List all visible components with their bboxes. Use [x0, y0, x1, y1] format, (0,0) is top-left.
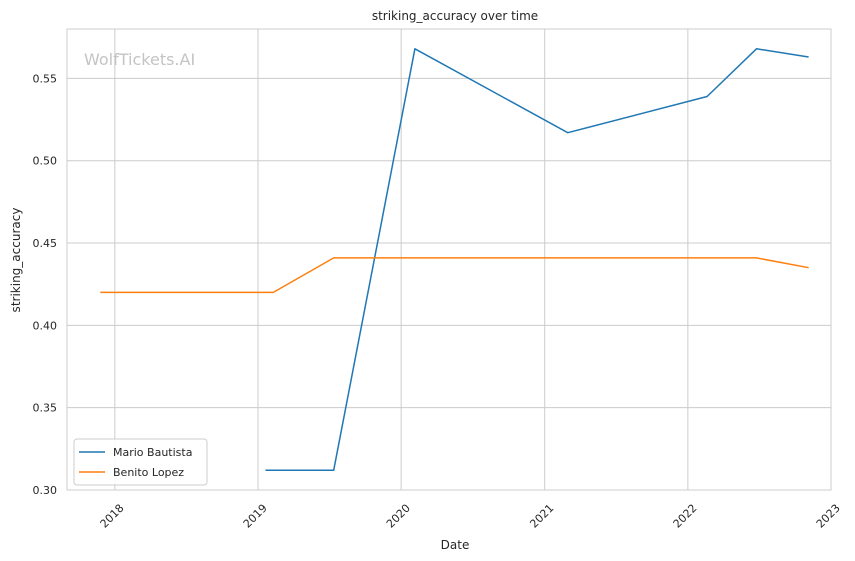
y-tick-label: 0.50: [33, 155, 58, 168]
plot-frame: [66, 28, 832, 491]
y-axis-ticks: 0.30 0.35 0.40 0.45 0.50 0.55: [33, 72, 58, 497]
legend: Mario Bautista Benito Lopez: [73, 438, 208, 486]
series-line-mario-bautista: [265, 48, 809, 471]
watermark: WolfTickets.AI: [84, 50, 195, 69]
x-tick-label: 2020: [384, 502, 413, 531]
series-line-benito-lopez: [100, 257, 809, 294]
chart-title: striking_accuracy over time: [372, 9, 538, 23]
x-axis-label: Date: [441, 538, 470, 552]
x-tick-label: 2023: [814, 502, 843, 531]
y-tick-label: 0.40: [33, 319, 58, 332]
y-tick-label: 0.55: [33, 72, 58, 85]
plot-area: [67, 29, 831, 490]
legend-box: [73, 438, 208, 486]
x-tick-label: 2018: [98, 502, 127, 531]
y-tick-label: 0.45: [33, 237, 58, 250]
y-axis-label: striking_accuracy: [9, 208, 23, 313]
legend-label: Benito Lopez: [113, 466, 184, 479]
series-lines: [100, 48, 809, 471]
x-tick-label: 2021: [527, 502, 556, 531]
y-tick-label: 0.30: [33, 484, 58, 497]
x-tick-label: 2022: [671, 502, 700, 531]
y-tick-label: 0.35: [33, 402, 58, 415]
x-tick-label: 2019: [241, 502, 270, 531]
legend-label: Mario Bautista: [113, 446, 192, 459]
x-axis-ticks: 2018 2019 2020 2021 2022 2023: [98, 502, 843, 531]
